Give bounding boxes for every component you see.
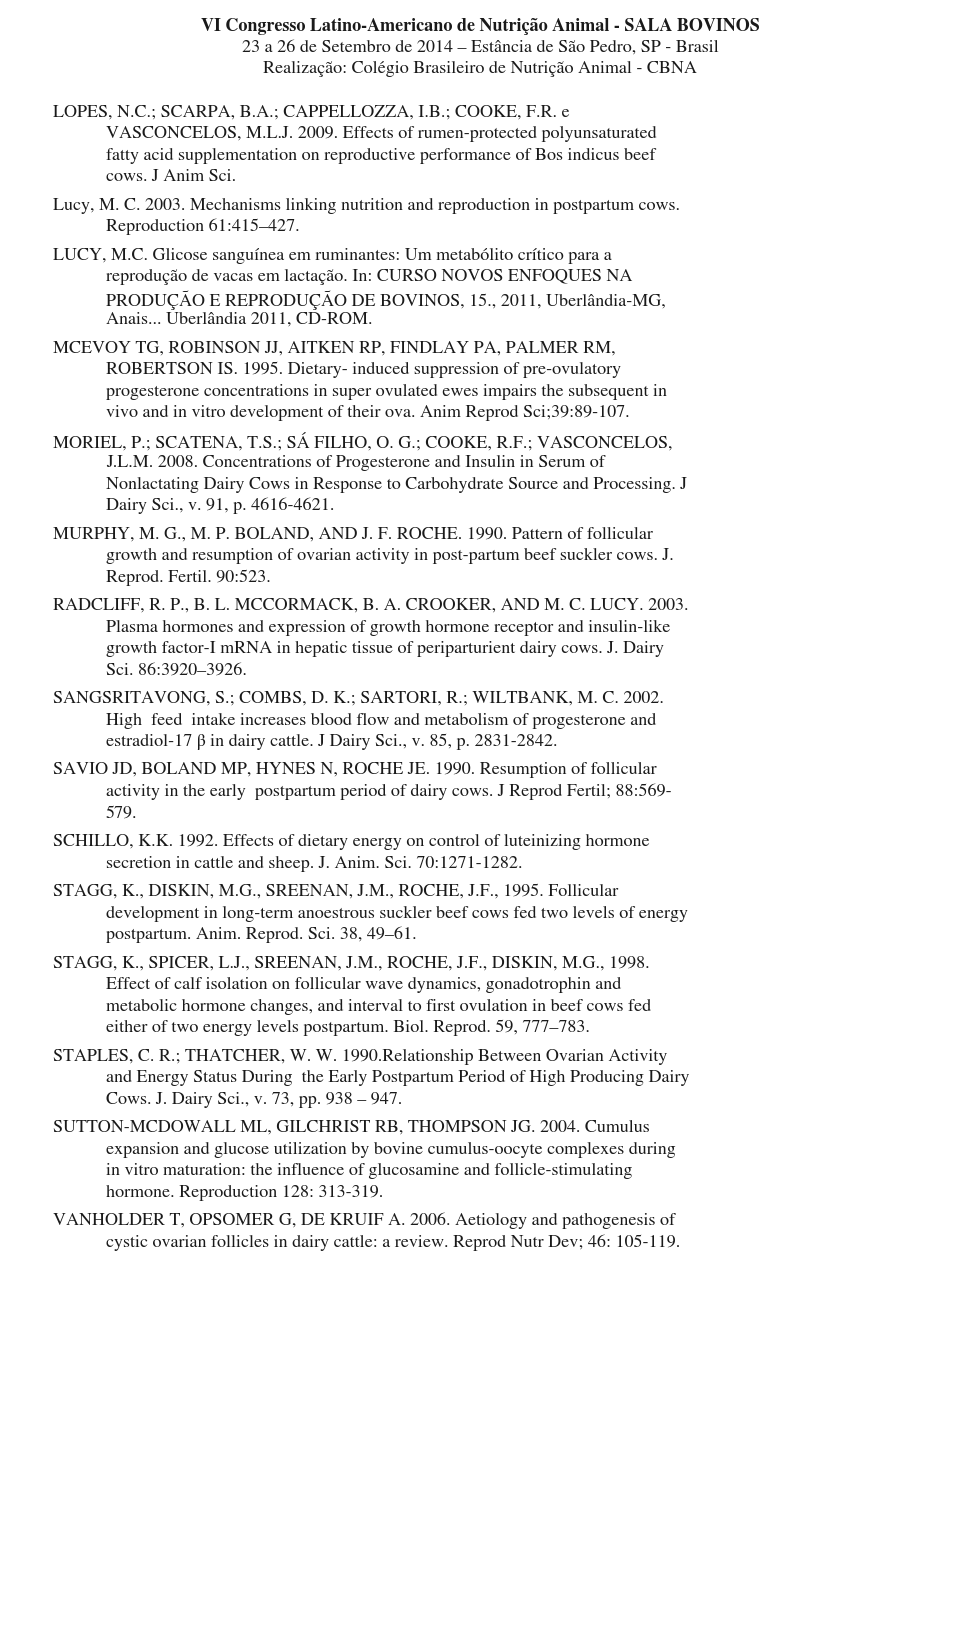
Text: PRODUÇÃO E REPRODUÇÃO DE BOVINOS, 15., 2011, Uberlândia-MG,: PRODUÇÃO E REPRODUÇÃO DE BOVINOS, 15., 2… bbox=[106, 291, 665, 311]
Text: VASCONCELOS, M.L.J. 2009. Effects of rumen-protected polyunsaturated: VASCONCELOS, M.L.J. 2009. Effects of rum… bbox=[106, 125, 657, 141]
Text: SCHILLO, K.K. 1992. Effects of dietary energy on control of luteinizing hormone: SCHILLO, K.K. 1992. Effects of dietary e… bbox=[53, 834, 650, 850]
Text: SAVIO JD, BOLAND MP, HYNES N, ROCHE JE. 1990. Resumption of follicular: SAVIO JD, BOLAND MP, HYNES N, ROCHE JE. … bbox=[53, 763, 657, 779]
Text: Lucy, M. C. 2003. Mechanisms linking nutrition and reproduction in postpartum co: Lucy, M. C. 2003. Mechanisms linking nut… bbox=[53, 197, 680, 213]
Text: VANHOLDER T, OPSOMER G, DE KRUIF A. 2006. Aetiology and pathogenesis of: VANHOLDER T, OPSOMER G, DE KRUIF A. 2006… bbox=[53, 1213, 675, 1229]
Text: Sci. 86:3920–3926.: Sci. 86:3920–3926. bbox=[106, 662, 247, 678]
Text: SANGSRITAVONG, S.; COMBS, D. K.; SARTORI, R.; WILTBANK, M. C. 2002.: SANGSRITAVONG, S.; COMBS, D. K.; SARTORI… bbox=[53, 691, 664, 707]
Text: Dairy Sci., v. 91, p. 4616-4621.: Dairy Sci., v. 91, p. 4616-4621. bbox=[106, 498, 334, 514]
Text: Nonlactating Dairy Cows in Response to Carbohydrate Source and Processing. J: Nonlactating Dairy Cows in Response to C… bbox=[106, 476, 687, 493]
Text: and Energy Status During  the Early Postpartum Period of High Producing Dairy: and Energy Status During the Early Postp… bbox=[106, 1070, 689, 1086]
Text: cystic ovarian follicles in dairy cattle: a review. Reprod Nutr Dev; 46: 105-119: cystic ovarian follicles in dairy cattle… bbox=[106, 1234, 681, 1250]
Text: estradiol-17 β in dairy cattle. J Dairy Sci., v. 85, p. 2831-2842.: estradiol-17 β in dairy cattle. J Dairy … bbox=[106, 733, 558, 751]
Text: SUTTON-MCDOWALL ML, GILCHRIST RB, THOMPSON JG. 2004. Cumulus: SUTTON-MCDOWALL ML, GILCHRIST RB, THOMPS… bbox=[53, 1120, 650, 1137]
Text: VI Congresso Latino-Americano de Nutrição Animal - SALA BOVINOS: VI Congresso Latino-Americano de Nutriçã… bbox=[201, 18, 759, 36]
Text: fatty acid supplementation on reproductive performance of Bos indicus beef: fatty acid supplementation on reproducti… bbox=[106, 148, 656, 164]
Text: expansion and glucose utilization by bovine cumulus-oocyte complexes during: expansion and glucose utilization by bov… bbox=[106, 1141, 676, 1158]
Text: Anais... Uberlândia 2011, CD-ROM.: Anais... Uberlândia 2011, CD-ROM. bbox=[106, 312, 372, 328]
Text: vivo and in vitro development of their ova. Anim Reprod Sci;39:89-107.: vivo and in vitro development of their o… bbox=[106, 405, 630, 421]
Text: activity in the early  postpartum period of dairy cows. J Reprod Fertil; 88:569-: activity in the early postpartum period … bbox=[106, 784, 672, 800]
Text: ROBERTSON IS. 1995. Dietary- induced suppression of pre-ovulatory: ROBERTSON IS. 1995. Dietary- induced sup… bbox=[106, 363, 621, 379]
Text: development in long-term anoestrous suckler beef cows fed two levels of energy: development in long-term anoestrous suck… bbox=[106, 906, 688, 922]
Text: 579.: 579. bbox=[106, 805, 137, 821]
Text: growth and resumption of ovarian activity in post-partum beef suckler cows. J.: growth and resumption of ovarian activit… bbox=[106, 548, 674, 564]
Text: in vitro maturation: the influence of glucosamine and follicle-stimulating: in vitro maturation: the influence of gl… bbox=[106, 1163, 633, 1179]
Text: LUCY, M.C. Glicose sanguínea em ruminantes: Um metabólito crítico para a: LUCY, M.C. Glicose sanguínea em ruminant… bbox=[53, 247, 612, 263]
Text: STAGG, K., SPICER, L.J., SREENAN, J.M., ROCHE, J.F., DISKIN, M.G., 1998.: STAGG, K., SPICER, L.J., SREENAN, J.M., … bbox=[53, 956, 650, 971]
Text: secretion in cattle and sheep. J. Anim. Sci. 70:1271-1282.: secretion in cattle and sheep. J. Anim. … bbox=[106, 855, 522, 872]
Text: J.L.M. 2008. Concentrations of Progesterone and Insulin in Serum of: J.L.M. 2008. Concentrations of Progester… bbox=[106, 455, 605, 472]
Text: cows. J Anim Sci.: cows. J Anim Sci. bbox=[106, 169, 236, 185]
Text: High  feed  intake increases blood flow and metabolism of progesterone and: High feed intake increases blood flow an… bbox=[106, 712, 657, 728]
Text: STAGG, K., DISKIN, M.G., SREENAN, J.M., ROCHE, J.F., 1995. Follicular: STAGG, K., DISKIN, M.G., SREENAN, J.M., … bbox=[53, 885, 618, 901]
Text: STAPLES, C. R.; THATCHER, W. W. 1990.Relationship Between Ovarian Activity: STAPLES, C. R.; THATCHER, W. W. 1990.Rel… bbox=[53, 1049, 667, 1065]
Text: Plasma hormones and expression of growth hormone receptor and insulin-like: Plasma hormones and expression of growth… bbox=[106, 620, 670, 636]
Text: postpartum. Anim. Reprod. Sci. 38, 49–61.: postpartum. Anim. Reprod. Sci. 38, 49–61… bbox=[106, 927, 417, 943]
Text: either of two energy levels postpartum. Biol. Reprod. 59, 777–783.: either of two energy levels postpartum. … bbox=[106, 1020, 589, 1036]
Text: Effect of calf isolation on follicular wave dynamics, gonadotrophin and: Effect of calf isolation on follicular w… bbox=[106, 977, 621, 993]
Text: MURPHY, M. G., M. P. BOLAND, AND J. F. ROCHE. 1990. Pattern of follicular: MURPHY, M. G., M. P. BOLAND, AND J. F. R… bbox=[53, 527, 653, 543]
Text: hormone. Reproduction 128: 313-319.: hormone. Reproduction 128: 313-319. bbox=[106, 1184, 383, 1200]
Text: Reprod. Fertil. 90:523.: Reprod. Fertil. 90:523. bbox=[106, 569, 271, 585]
Text: MORIEL, P.; SCATENA, T.S.; SÁ FILHO, O. G.; COOKE, R.F.; VASCONCELOS,: MORIEL, P.; SCATENA, T.S.; SÁ FILHO, O. … bbox=[53, 434, 673, 452]
Text: 23 a 26 de Setembro de 2014 – Estância de São Pedro, SP - Brasil: 23 a 26 de Setembro de 2014 – Estância d… bbox=[242, 39, 718, 55]
Text: Reproduction 61:415–427.: Reproduction 61:415–427. bbox=[106, 220, 300, 236]
Text: reprodução de vacas em lactação. In: CURSO NOVOS ENFOQUES NA: reprodução de vacas em lactação. In: CUR… bbox=[106, 268, 633, 285]
Text: MCEVOY TG, ROBINSON JJ, AITKEN RP, FINDLAY PA, PALMER RM,: MCEVOY TG, ROBINSON JJ, AITKEN RP, FINDL… bbox=[53, 340, 615, 356]
Text: progesterone concentrations in super ovulated ewes impairs the subsequent in: progesterone concentrations in super ovu… bbox=[106, 384, 667, 400]
Text: LOPES, N.C.; SCARPA, B.A.; CAPPELLOZZA, I.B.; COOKE, F.R. e: LOPES, N.C.; SCARPA, B.A.; CAPPELLOZZA, … bbox=[53, 104, 569, 120]
Text: growth factor-I mRNA in hepatic tissue of periparturient dairy cows. J. Dairy: growth factor-I mRNA in hepatic tissue o… bbox=[106, 641, 664, 657]
Text: Realização: Colégio Brasileiro de Nutrição Animal - CBNA: Realização: Colégio Brasileiro de Nutriç… bbox=[263, 62, 697, 76]
Text: Cows. J. Dairy Sci., v. 73, pp. 938 – 947.: Cows. J. Dairy Sci., v. 73, pp. 938 – 94… bbox=[106, 1091, 402, 1107]
Text: metabolic hormone changes, and interval to first ovulation in beef cows fed: metabolic hormone changes, and interval … bbox=[106, 998, 651, 1015]
Text: RADCLIFF, R. P., B. L. MCCORMACK, B. A. CROOKER, AND M. C. LUCY. 2003.: RADCLIFF, R. P., B. L. MCCORMACK, B. A. … bbox=[53, 598, 688, 615]
